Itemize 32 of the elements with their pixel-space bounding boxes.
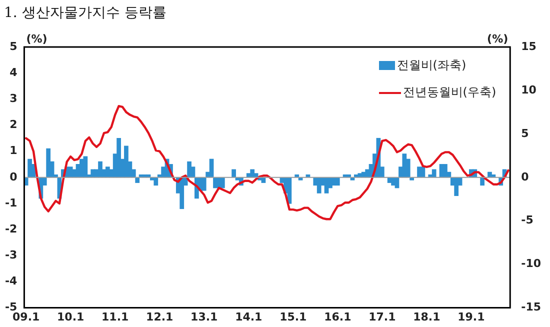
y-tick-label: -4 bbox=[4, 274, 18, 288]
y-tick-label: 2 bbox=[10, 118, 18, 132]
x-tick-label: 14.1 bbox=[235, 310, 262, 324]
y-tick-label: 5 bbox=[10, 40, 18, 53]
y2-axis-title: (%) bbox=[487, 32, 508, 46]
y-tick-label: 3 bbox=[10, 92, 18, 106]
x-tick-label: 17.1 bbox=[368, 310, 396, 324]
y2-tick-label: 15 bbox=[521, 40, 536, 53]
y2-tick-label: -5 bbox=[521, 214, 534, 227]
y2-tick-label: 0 bbox=[521, 170, 530, 184]
y-axis-title: (%) bbox=[26, 32, 48, 46]
x-tick-label: 13.1 bbox=[190, 310, 218, 324]
chart-title: 1. 생산자물가지수 등락률 bbox=[4, 4, 166, 22]
x-tick-label: 10.1 bbox=[57, 310, 84, 324]
y-tick-label: 4 bbox=[10, 66, 18, 79]
x-tick-label: 15.1 bbox=[280, 310, 307, 324]
y2-tick-label: 5 bbox=[521, 126, 529, 140]
x-tick-label: 18.1 bbox=[413, 310, 440, 324]
x-tick-label: 16.1 bbox=[324, 310, 352, 324]
x-tick-label: 11.1 bbox=[102, 310, 129, 324]
legend-label: 전년동월비(우축) bbox=[402, 84, 496, 101]
x-tick-label: 19.1 bbox=[458, 310, 485, 324]
y-tick-label: -3 bbox=[4, 248, 18, 262]
y2-tick-label: -10 bbox=[521, 257, 542, 270]
x-tick-label: 12.1 bbox=[146, 310, 174, 324]
y-tick-label: -1 bbox=[4, 196, 18, 210]
y-tick-label: 1 bbox=[10, 144, 18, 158]
y2-tick-label: -15 bbox=[521, 300, 541, 314]
legend-label: 전월비(좌축) bbox=[396, 57, 466, 74]
y2-tick-label: 10 bbox=[521, 83, 537, 96]
y-tick-label: 0 bbox=[10, 170, 18, 184]
y-tick-label: -2 bbox=[4, 222, 18, 236]
